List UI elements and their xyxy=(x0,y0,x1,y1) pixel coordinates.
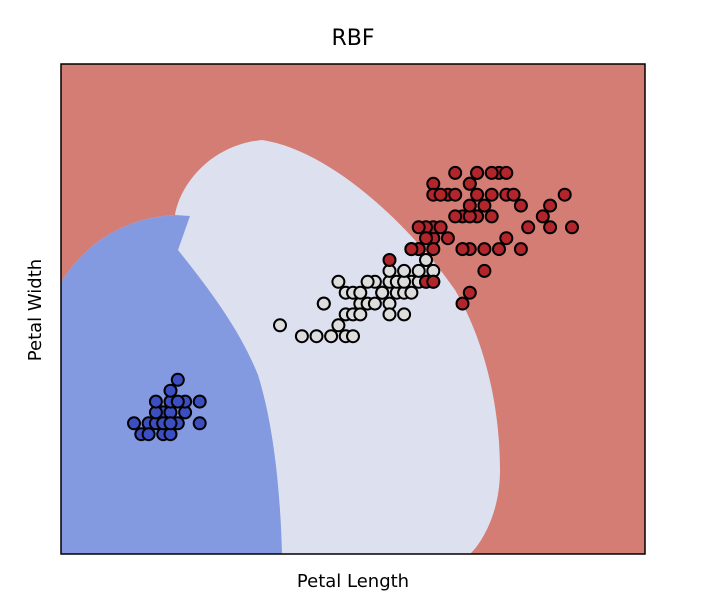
chart-title: RBF xyxy=(331,26,374,51)
data-point-versicolor xyxy=(419,253,433,267)
data-point-virginica xyxy=(499,231,514,246)
data-point-virginica xyxy=(404,242,419,257)
data-point-virginica xyxy=(477,198,492,213)
data-point-virginica xyxy=(513,242,528,257)
data-point-setosa xyxy=(141,427,156,442)
data-point-virginica xyxy=(462,285,477,300)
data-point-versicolor xyxy=(331,318,346,333)
data-point-setosa xyxy=(127,416,141,431)
data-point-setosa xyxy=(192,394,207,409)
data-point-versicolor xyxy=(346,329,360,344)
data-point-virginica xyxy=(484,187,499,202)
data-point-versicolor xyxy=(316,296,331,311)
data-point-virginica xyxy=(426,242,441,257)
data-point-setosa xyxy=(170,372,185,387)
data-point-virginica xyxy=(565,220,579,235)
data-point-setosa xyxy=(163,383,178,398)
data-point-virginica xyxy=(492,242,506,257)
data-point-virginica xyxy=(448,187,463,202)
data-point-virginica xyxy=(484,209,499,224)
data-point-versicolor xyxy=(397,307,412,322)
data-point-virginica xyxy=(382,253,397,267)
data-point-setosa xyxy=(163,416,178,431)
data-point-virginica xyxy=(440,231,455,246)
plot-frame xyxy=(60,63,646,555)
data-point-versicolor xyxy=(397,263,412,278)
data-point-versicolor xyxy=(273,318,287,333)
data-point-virginica xyxy=(411,220,426,235)
data-point-virginica xyxy=(419,231,433,246)
data-point-virginica xyxy=(513,198,528,213)
data-point-virginica xyxy=(506,187,521,202)
data-point-virginica xyxy=(462,198,477,213)
data-point-versicolor xyxy=(404,285,419,300)
data-point-versicolor xyxy=(367,296,382,311)
data-point-virginica xyxy=(433,220,448,235)
data-point-virginica xyxy=(455,296,470,311)
data-point-virginica xyxy=(426,274,441,289)
data-point-versicolor xyxy=(360,274,375,289)
data-point-setosa xyxy=(170,394,185,409)
data-point-virginica xyxy=(433,187,448,202)
data-point-virginica xyxy=(499,165,514,180)
x-axis-label: Petal Length xyxy=(297,571,409,592)
data-points xyxy=(127,165,579,442)
data-point-virginica xyxy=(477,242,492,257)
data-point-versicolor xyxy=(375,285,390,300)
data-point-virginica xyxy=(535,209,550,224)
data-point-versicolor xyxy=(382,307,397,322)
data-point-virginica xyxy=(521,220,536,235)
plot-area xyxy=(61,64,645,554)
data-point-virginica xyxy=(477,263,492,278)
data-point-versicolor xyxy=(294,329,309,344)
data-point-virginica xyxy=(455,242,470,257)
data-point-virginica xyxy=(448,165,463,180)
data-point-versicolor xyxy=(353,307,368,322)
data-point-versicolor xyxy=(353,285,368,300)
data-point-virginica xyxy=(448,209,463,224)
data-point-virginica xyxy=(462,176,477,191)
y-axis-label: Petal Width xyxy=(25,259,46,361)
data-point-setosa xyxy=(192,416,207,431)
data-point-versicolor xyxy=(411,263,426,278)
data-point-virginica xyxy=(543,220,558,235)
data-point-virginica xyxy=(557,187,572,202)
data-point-virginica xyxy=(484,165,499,180)
data-point-virginica xyxy=(470,187,485,202)
data-point-versicolor xyxy=(331,274,346,289)
data-point-virginica xyxy=(470,165,485,180)
data-point-setosa xyxy=(148,394,163,409)
data-point-versicolor xyxy=(324,329,339,344)
data-point-versicolor xyxy=(309,329,324,344)
data-point-virginica xyxy=(543,198,558,213)
